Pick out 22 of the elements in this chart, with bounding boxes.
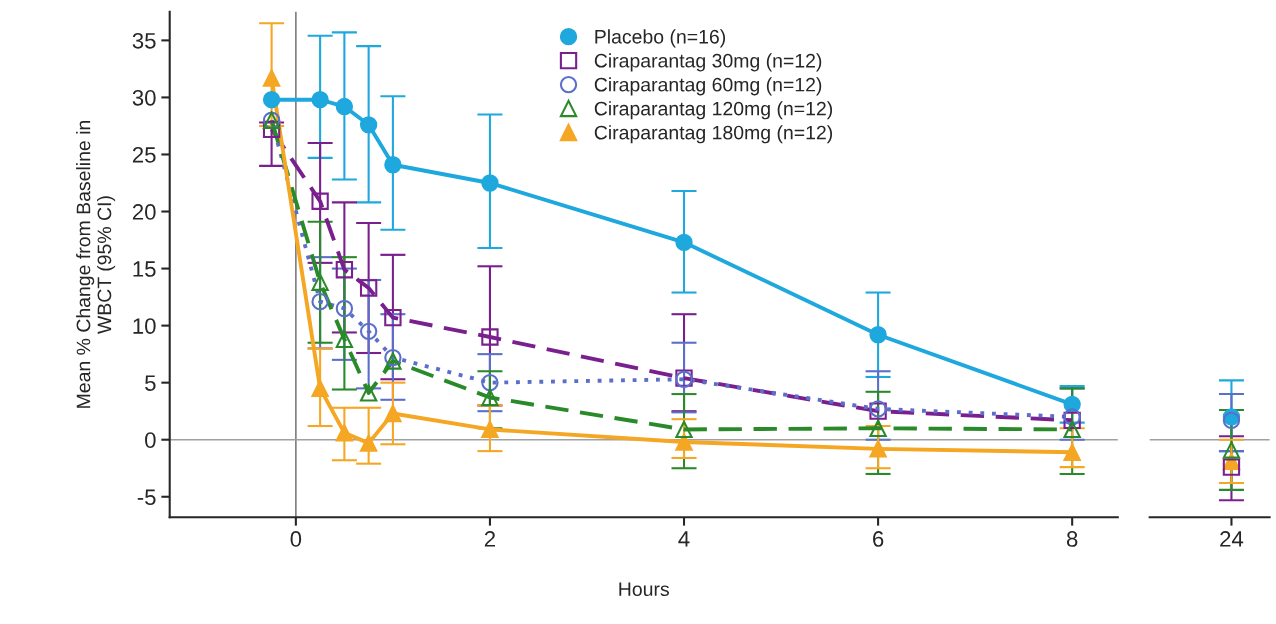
legend-label: Ciraparantag 120mg (n=12) bbox=[594, 101, 833, 120]
y-tick-label: 20 bbox=[132, 204, 156, 220]
legend-label: Ciraparantag 60mg (n=12) bbox=[594, 77, 822, 96]
y-tick-label: 15 bbox=[133, 261, 156, 277]
y-axis-title: Mean % Change from Baseline in WBCT (95% CI) bbox=[76, 121, 116, 408]
y-tick-label: 10 bbox=[133, 318, 156, 334]
y-tick-label: 5 bbox=[145, 375, 156, 391]
y-tick-label: 0 bbox=[145, 432, 156, 448]
x-tick-label: 0 bbox=[290, 531, 302, 547]
x-tick-label: 24 bbox=[1220, 531, 1244, 547]
x-tick-label: 4 bbox=[678, 531, 690, 547]
legend-label: Ciraparantag 180mg (n=12) bbox=[594, 125, 833, 144]
y-tick-label: -5 bbox=[137, 489, 156, 506]
x-tick-label: 8 bbox=[1066, 531, 1078, 547]
x-tick-label: 6 bbox=[873, 531, 884, 547]
y-tick-label: 35 bbox=[132, 32, 156, 49]
y-tick-label: 30 bbox=[132, 89, 156, 106]
x-tick-label: 2 bbox=[484, 531, 495, 547]
y-tick-label: 25 bbox=[132, 147, 156, 163]
legend-label: Placebo (n=16) bbox=[595, 29, 726, 48]
legend-label: Ciraparantag 30mg (n=12) bbox=[594, 53, 822, 72]
x-axis-title: Hours bbox=[619, 582, 669, 597]
